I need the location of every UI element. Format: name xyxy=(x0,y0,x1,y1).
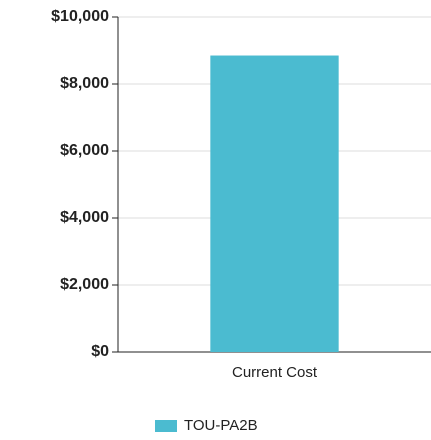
bar xyxy=(210,55,339,353)
y-tick-label: $2,000 xyxy=(60,276,109,293)
x-tick-label: Current Cost xyxy=(232,364,318,381)
legend-swatch xyxy=(155,420,177,432)
y-tick-label: $6,000 xyxy=(60,142,109,159)
legend-label: TOU-PA2B xyxy=(184,417,258,434)
y-tick-label: $4,000 xyxy=(60,209,109,226)
y-tick-label: $8,000 xyxy=(60,75,109,92)
y-tick-label: $0 xyxy=(91,343,109,360)
y-tick-label: $10,000 xyxy=(51,8,109,25)
